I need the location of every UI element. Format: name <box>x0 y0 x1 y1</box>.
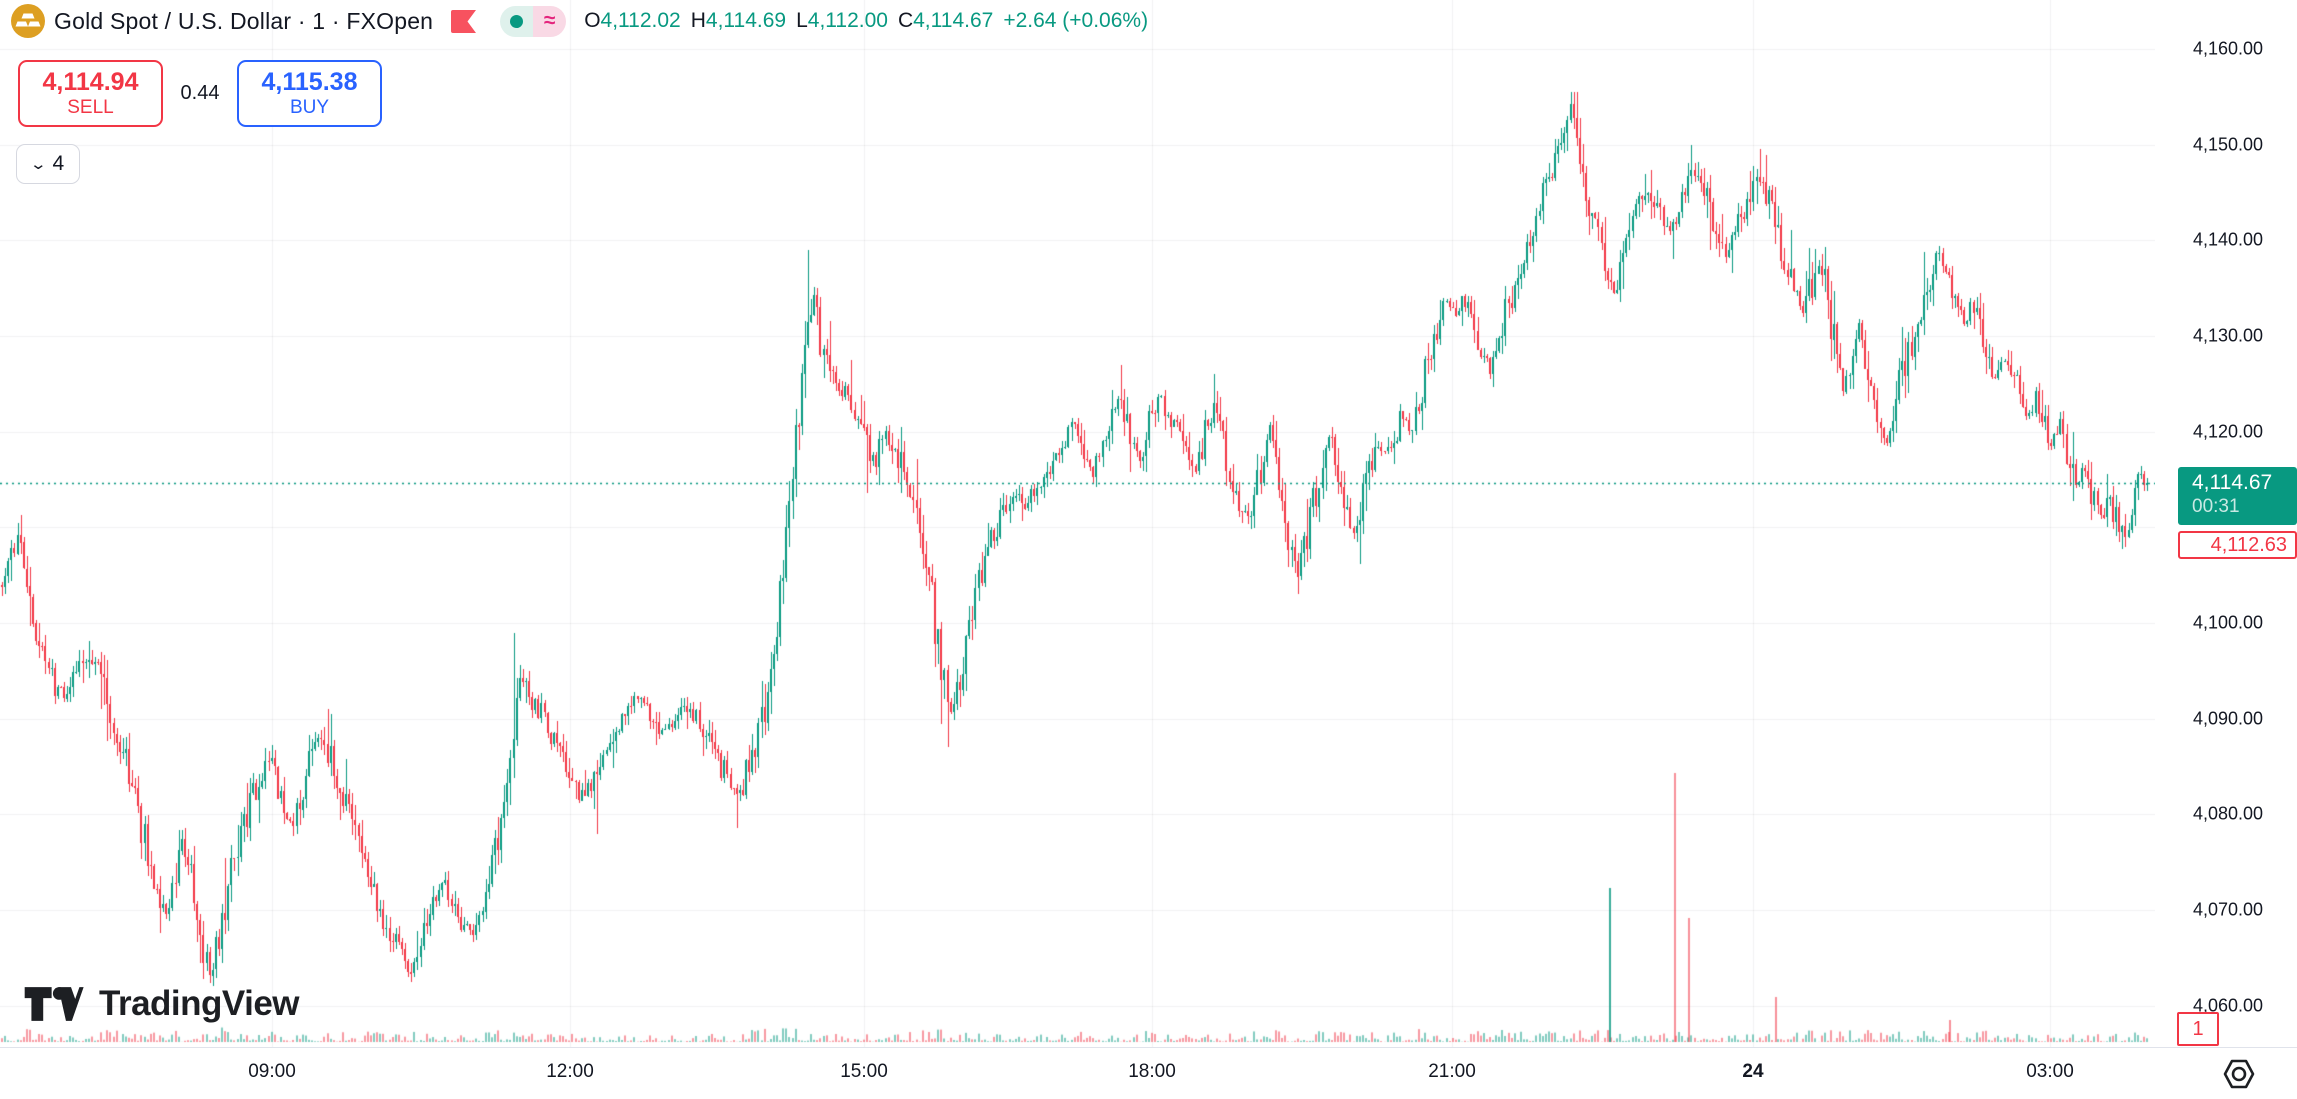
tradingview-mark-icon <box>24 987 84 1021</box>
timeframe-value: 4 <box>52 152 65 175</box>
bar-countdown: 00:31 <box>2192 496 2240 517</box>
time-tick-label: 15:00 <box>840 1061 888 1082</box>
timeframe-dropdown[interactable]: ⌄ 4 <box>16 144 80 184</box>
open-value: 4,112.02 <box>600 9 681 32</box>
low-key: L <box>796 9 808 32</box>
price-tick-label: 4,070.00 <box>2193 899 2264 920</box>
change-value: +2.64 (+0.06%) <box>1003 9 1149 32</box>
last-price-label: 4,114.67 00:31 <box>2178 467 2297 525</box>
low-value: 4,112.00 <box>807 9 888 32</box>
flag-icon[interactable] <box>451 9 478 33</box>
price-tick-label: 4,120.00 <box>2193 421 2264 442</box>
close-key: C <box>897 9 914 32</box>
price-tick-label: 4,090.00 <box>2193 708 2264 729</box>
approx-data-icon: ≈ <box>533 5 567 37</box>
time-tick-label: 21:00 <box>1428 1061 1476 1082</box>
quote-panel: 4,114.94 SELL 0.44 4,115.38 BUY <box>18 60 382 127</box>
market-status-pill[interactable]: ≈ <box>500 5 567 37</box>
price-tick-label: 4,150.00 <box>2193 134 2264 155</box>
tradingview-logo-text: TradingView <box>99 984 300 1023</box>
gear-icon[interactable] <box>2222 1057 2256 1091</box>
ohlc-readout: O4,112.02 H4,114.69 L4,112.00 C4,114.67 … <box>584 9 1148 33</box>
open-key: O <box>584 9 601 32</box>
price-tick-label: 4,140.00 <box>2193 229 2264 250</box>
interval-badge[interactable]: 1 <box>2177 1012 2219 1046</box>
chart-header: Gold Spot / U.S. Dollar · 1 · FXOpen ≈ O… <box>10 2 1148 40</box>
tradingview-logo[interactable]: TradingView <box>23 983 300 1025</box>
chevron-down-icon: ⌄ <box>29 156 47 173</box>
close-value: 4,114.67 <box>913 9 994 32</box>
sell-price: 4,114.94 <box>42 68 139 97</box>
price-tick-label: 4,160.00 <box>2193 38 2264 59</box>
price-tick-label: 4,100.00 <box>2193 612 2264 633</box>
price-tick-label: 4,130.00 <box>2193 325 2264 346</box>
spread-value: 0.44 <box>180 82 220 104</box>
price-tick-label: 4,060.00 <box>2193 995 2264 1016</box>
gold-symbol-icon <box>11 4 45 38</box>
last-price-value: 4,114.67 <box>2192 471 2273 494</box>
symbol-title[interactable]: Gold Spot / U.S. Dollar · 1 · FXOpen <box>54 7 434 34</box>
time-tick-label: 03:00 <box>2026 1061 2074 1082</box>
sell-label: SELL <box>67 96 114 118</box>
price-tick-label: 4,080.00 <box>2193 803 2264 824</box>
high-value: 4,114.69 <box>705 9 787 32</box>
bid-price-label: 4,112.63 <box>2178 531 2297 559</box>
buy-price: 4,115.38 <box>261 68 358 97</box>
buy-label: BUY <box>289 96 330 118</box>
buy-button[interactable]: 4,115.38 BUY <box>237 60 382 127</box>
time-tick-label: 12:00 <box>546 1061 594 1082</box>
sell-button[interactable]: 4,114.94 SELL <box>18 60 163 127</box>
high-key: H <box>690 9 706 32</box>
time-tick-label: 24 <box>1742 1061 1764 1082</box>
market-open-dot-icon <box>500 5 534 37</box>
time-tick-label: 18:00 <box>1128 1061 1176 1082</box>
time-axis[interactable]: 09:00 12:00 15:00 18:00 21:00 24 03:00 <box>0 1047 2297 1099</box>
time-tick-label: 09:00 <box>248 1061 296 1082</box>
